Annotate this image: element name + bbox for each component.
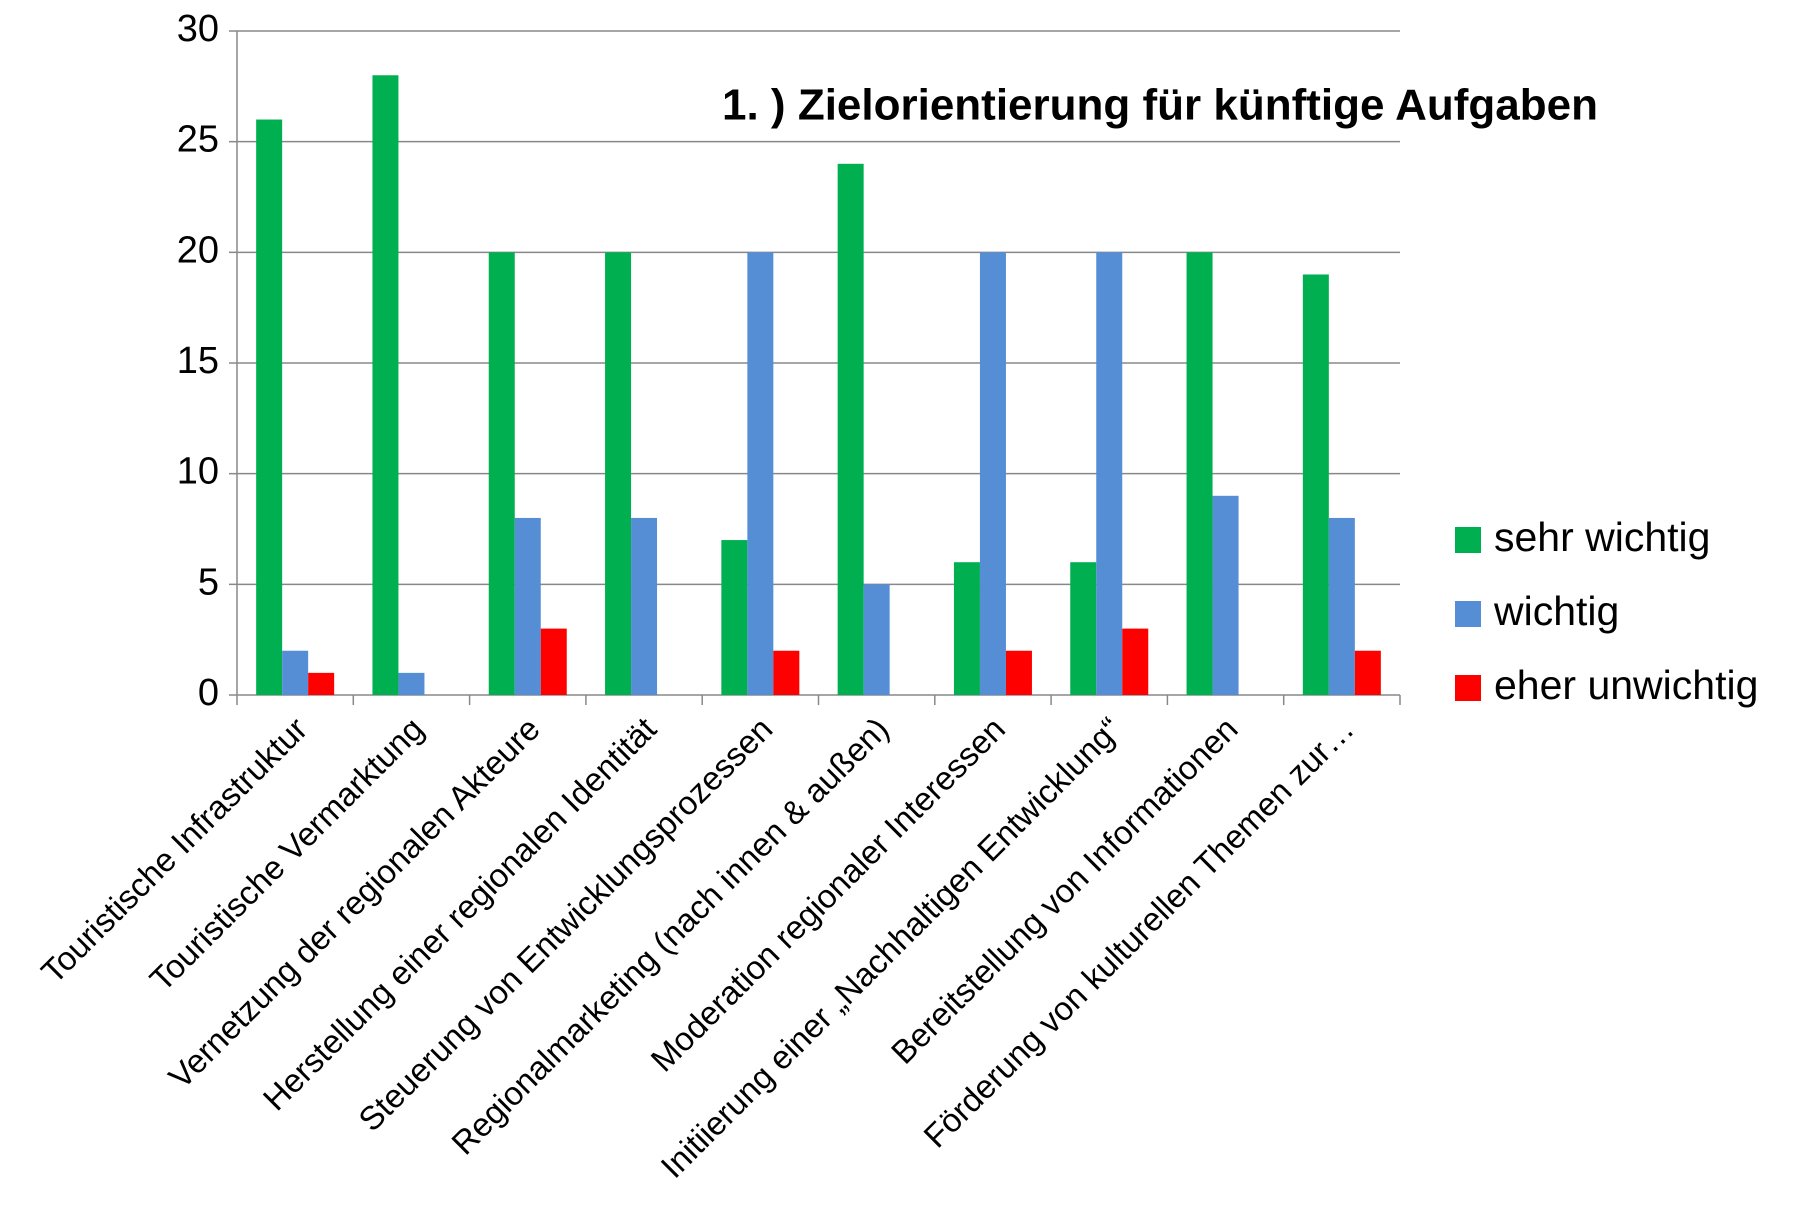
bar	[863, 584, 890, 695]
bar	[282, 650, 309, 695]
bar	[1302, 274, 1329, 695]
bar	[631, 517, 658, 695]
chart-title: 1. ) Zielorientierung für künftige Aufga…	[722, 81, 1598, 130]
bar	[605, 252, 632, 696]
bar	[398, 672, 425, 695]
legend-label: eher unwichtig	[1494, 662, 1758, 708]
bar	[747, 252, 774, 696]
bar	[1328, 517, 1355, 695]
bar	[514, 517, 541, 695]
y-tick-label: 25	[177, 119, 219, 161]
bar	[1070, 562, 1097, 695]
y-tick-label: 0	[198, 672, 219, 714]
bar	[488, 252, 515, 696]
x-tick-label: Regionalmarketing (nach innen & außen)	[444, 710, 896, 1162]
bar	[1212, 495, 1239, 695]
bar	[979, 252, 1006, 696]
y-tick-label: 15	[177, 340, 219, 382]
y-tick-label: 5	[198, 561, 219, 603]
legend-swatch	[1455, 601, 1481, 627]
bar	[953, 562, 980, 695]
bar	[1186, 252, 1213, 696]
legend-swatch	[1455, 527, 1481, 553]
bar	[773, 650, 800, 695]
bar	[1005, 650, 1032, 695]
bar	[372, 75, 399, 696]
bar	[721, 540, 748, 695]
bar	[308, 672, 335, 695]
legend-label: wichtig	[1493, 588, 1619, 634]
bar	[256, 119, 283, 696]
y-tick-label: 20	[177, 229, 219, 271]
y-tick-label: 10	[177, 451, 219, 493]
bar	[1122, 628, 1149, 695]
bar	[837, 163, 864, 696]
bar	[1354, 650, 1381, 695]
bar	[1096, 252, 1123, 696]
legend-label: sehr wichtig	[1494, 514, 1710, 560]
x-tick-label: Steuerung von Entwicklungsprozessen	[351, 710, 779, 1138]
y-tick-label: 30	[177, 8, 219, 50]
legend-swatch	[1455, 675, 1481, 701]
x-tick-label: Förderung von kulturellen Themen zur…	[916, 710, 1361, 1155]
bar	[540, 628, 567, 695]
